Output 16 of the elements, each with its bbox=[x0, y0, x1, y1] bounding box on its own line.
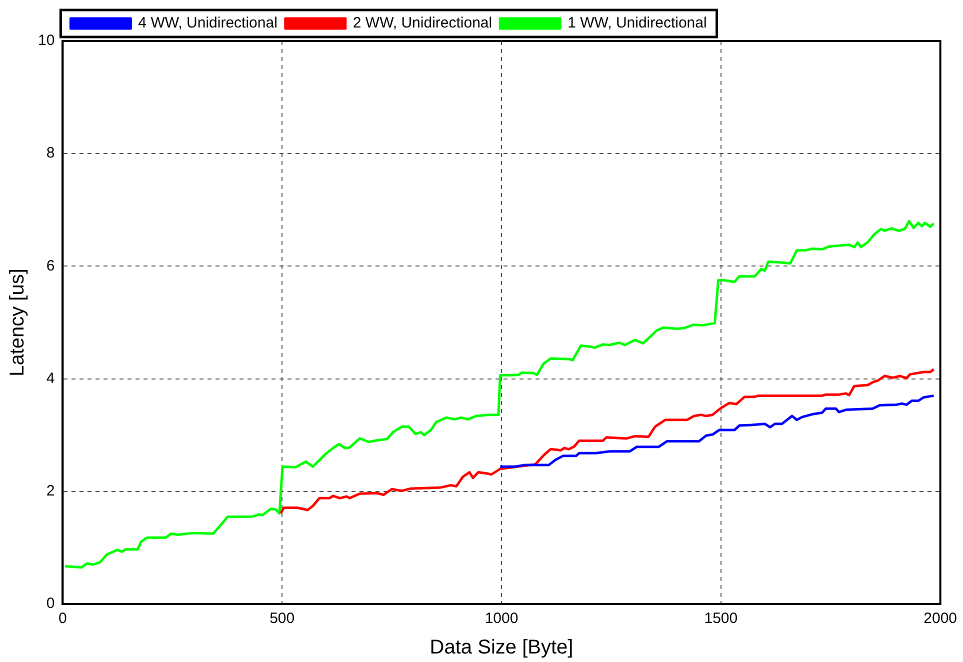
y-tick-label: 2 bbox=[46, 482, 55, 500]
x-axis-title: Data Size [Byte] bbox=[430, 636, 574, 659]
y-tick-label: 10 bbox=[38, 32, 55, 50]
legend-label: 1 WW, Unidirectional bbox=[568, 14, 707, 32]
y-tick-label: 4 bbox=[46, 370, 55, 387]
y-tick-label: 0 bbox=[46, 595, 55, 612]
x-tick-label: 500 bbox=[270, 610, 295, 628]
y-tick-label: 8 bbox=[46, 144, 55, 162]
legend-label: 2 WW, Unidirectional bbox=[352, 14, 492, 32]
x-tick-label: 0 bbox=[58, 610, 67, 628]
y-axis-title: Latency [us] bbox=[6, 268, 29, 376]
x-tick-label: 2000 bbox=[924, 610, 958, 628]
y-tick-label: 6 bbox=[46, 257, 55, 274]
x-tick-label: 1500 bbox=[704, 610, 738, 628]
x-tick-label: 1000 bbox=[484, 610, 518, 628]
legend-label: 4 WW, Unidirectional bbox=[138, 14, 278, 32]
